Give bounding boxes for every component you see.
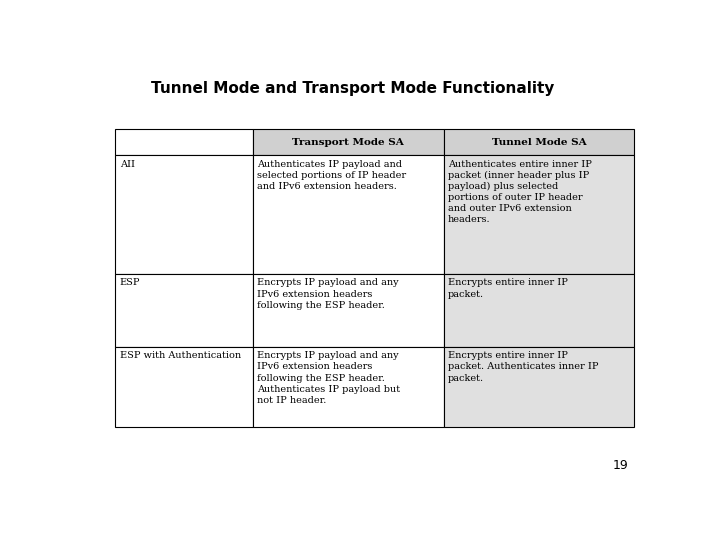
Text: Transport Mode SA: Transport Mode SA xyxy=(292,138,404,147)
Bar xyxy=(253,156,444,274)
Bar xyxy=(444,274,634,347)
Text: Authenticates IP payload and
selected portions of IP header
and IPv6 extension h: Authenticates IP payload and selected po… xyxy=(257,159,406,191)
Text: 19: 19 xyxy=(613,460,629,472)
Text: Tunnel Mode and Transport Mode Functionality: Tunnel Mode and Transport Mode Functiona… xyxy=(150,82,554,97)
Bar xyxy=(444,129,634,156)
Text: AII: AII xyxy=(120,159,135,168)
Text: Tunnel Mode SA: Tunnel Mode SA xyxy=(492,138,586,147)
Bar xyxy=(115,347,253,427)
Bar xyxy=(444,347,634,427)
Text: ESP with Authentication: ESP with Authentication xyxy=(120,352,240,360)
Bar xyxy=(253,347,444,427)
Bar xyxy=(253,129,444,156)
Bar xyxy=(444,156,634,274)
Text: ESP: ESP xyxy=(120,279,140,287)
Text: Authenticates entire inner IP
packet (inner header plus IP
payload) plus selecte: Authenticates entire inner IP packet (in… xyxy=(448,159,592,225)
Text: Encrypts entire inner IP
packet. Authenticates inner IP
packet.: Encrypts entire inner IP packet. Authent… xyxy=(448,352,598,382)
Text: Encrypts IP payload and any
IPv6 extension headers
following the ESP header.
Aut: Encrypts IP payload and any IPv6 extensi… xyxy=(257,352,400,404)
Bar xyxy=(253,274,444,347)
Text: Encrypts IP payload and any
IPv6 extension headers
following the ESP header.: Encrypts IP payload and any IPv6 extensi… xyxy=(257,279,399,309)
Bar xyxy=(115,156,253,274)
Text: Encrypts entire inner IP
packet.: Encrypts entire inner IP packet. xyxy=(448,279,568,299)
Bar xyxy=(115,274,253,347)
Bar xyxy=(115,129,253,156)
